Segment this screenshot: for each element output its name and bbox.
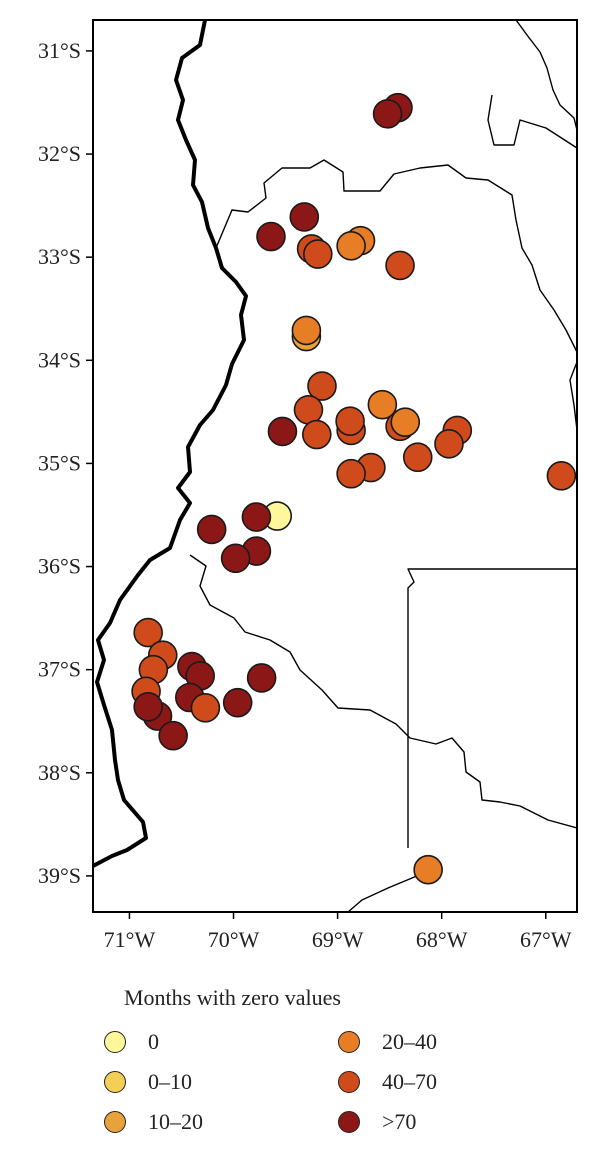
legend-item-4: 10–20 [104, 1107, 203, 1137]
province-boundary [407, 568, 577, 848]
x-axis: 71°W 70°W 69°W 68°W 67°W [104, 912, 572, 952]
legend-swatch [104, 1071, 126, 1093]
legend-swatch [104, 1111, 126, 1133]
station-marker [220, 543, 251, 574]
station-marker [289, 202, 320, 232]
station-marker [301, 419, 332, 450]
station-marker [385, 250, 415, 281]
legend-item-0: 0 [104, 1027, 159, 1057]
legend-item-5: >70 [338, 1107, 416, 1137]
y-axis: 31°S 32°S 33°S 34°S 35°S 36°S 37°S 38°S 39°S [38, 38, 93, 888]
station-marker [546, 460, 577, 491]
station-marker [222, 687, 253, 718]
legend: Months with zero values 0 20–40 0–10 40–… [96, 985, 576, 1145]
station-marker [303, 239, 333, 269]
station-marker [335, 406, 365, 436]
map-frame [92, 19, 578, 913]
province-boundary [569, 361, 577, 431]
legend-label: 40–70 [382, 1069, 437, 1094]
station-marker [372, 99, 403, 129]
legend-label: 0 [148, 1029, 159, 1054]
station-marker [256, 221, 286, 252]
province-boundary [487, 94, 577, 149]
legend-swatch [104, 1031, 126, 1053]
y-tick-label: 36°S [38, 554, 81, 579]
station-marker [413, 854, 443, 885]
boundaries-layer [93, 20, 577, 912]
legend-swatch [338, 1071, 360, 1093]
station-marker [241, 502, 272, 532]
y-tick-label: 39°S [38, 863, 81, 888]
province-boundary [215, 159, 577, 353]
station-map: 31°S 32°S 33°S 34°S 35°S 36°S 37°S 38°S 39°S 71°… [38, 19, 578, 952]
legend-title: Months with zero values [124, 985, 341, 1010]
station-marker [190, 693, 221, 723]
y-tick-label: 34°S [38, 347, 81, 372]
station-marker [307, 371, 337, 401]
province-boundary [347, 871, 427, 912]
station-marker [293, 394, 324, 425]
legend-item-1: 20–40 [338, 1027, 437, 1057]
legend-item-2: 0–10 [104, 1067, 192, 1097]
y-tick-label: 31°S [38, 38, 81, 63]
legend-label: 10–20 [148, 1109, 203, 1134]
legend-item-3: 40–70 [338, 1067, 437, 1097]
station-marker [133, 691, 163, 722]
station-marker [196, 514, 227, 545]
x-tick-label: 67°W [520, 927, 572, 952]
station-marker [158, 720, 188, 751]
station-marker [336, 458, 366, 489]
x-tick-label: 69°W [312, 927, 364, 952]
legend-swatch [338, 1031, 360, 1053]
y-tick-label: 32°S [38, 141, 81, 166]
y-tick-label: 37°S [38, 657, 81, 682]
station-marker [267, 416, 298, 447]
legend-label: >70 [382, 1109, 417, 1134]
legend-label: 20–40 [382, 1029, 437, 1054]
station-marker [336, 231, 366, 261]
station-marker [434, 429, 464, 459]
stations-layer [131, 92, 577, 885]
x-tick-label: 71°W [104, 927, 156, 952]
legend-swatch [338, 1111, 360, 1133]
station-marker [402, 442, 433, 473]
x-tick-label: 68°W [416, 927, 468, 952]
station-marker [390, 407, 421, 437]
province-boundary [515, 20, 577, 131]
y-tick-label: 38°S [38, 760, 81, 785]
legend-label: 0–10 [148, 1069, 192, 1094]
y-tick-label: 35°S [38, 450, 81, 475]
international-border [93, 20, 248, 868]
x-tick-label: 70°W [208, 927, 260, 952]
station-marker [133, 617, 163, 648]
y-tick-label: 33°S [38, 244, 81, 269]
station-marker [291, 315, 322, 346]
station-marker [246, 663, 277, 693]
province-boundary [189, 554, 577, 829]
station-marker [367, 389, 398, 420]
